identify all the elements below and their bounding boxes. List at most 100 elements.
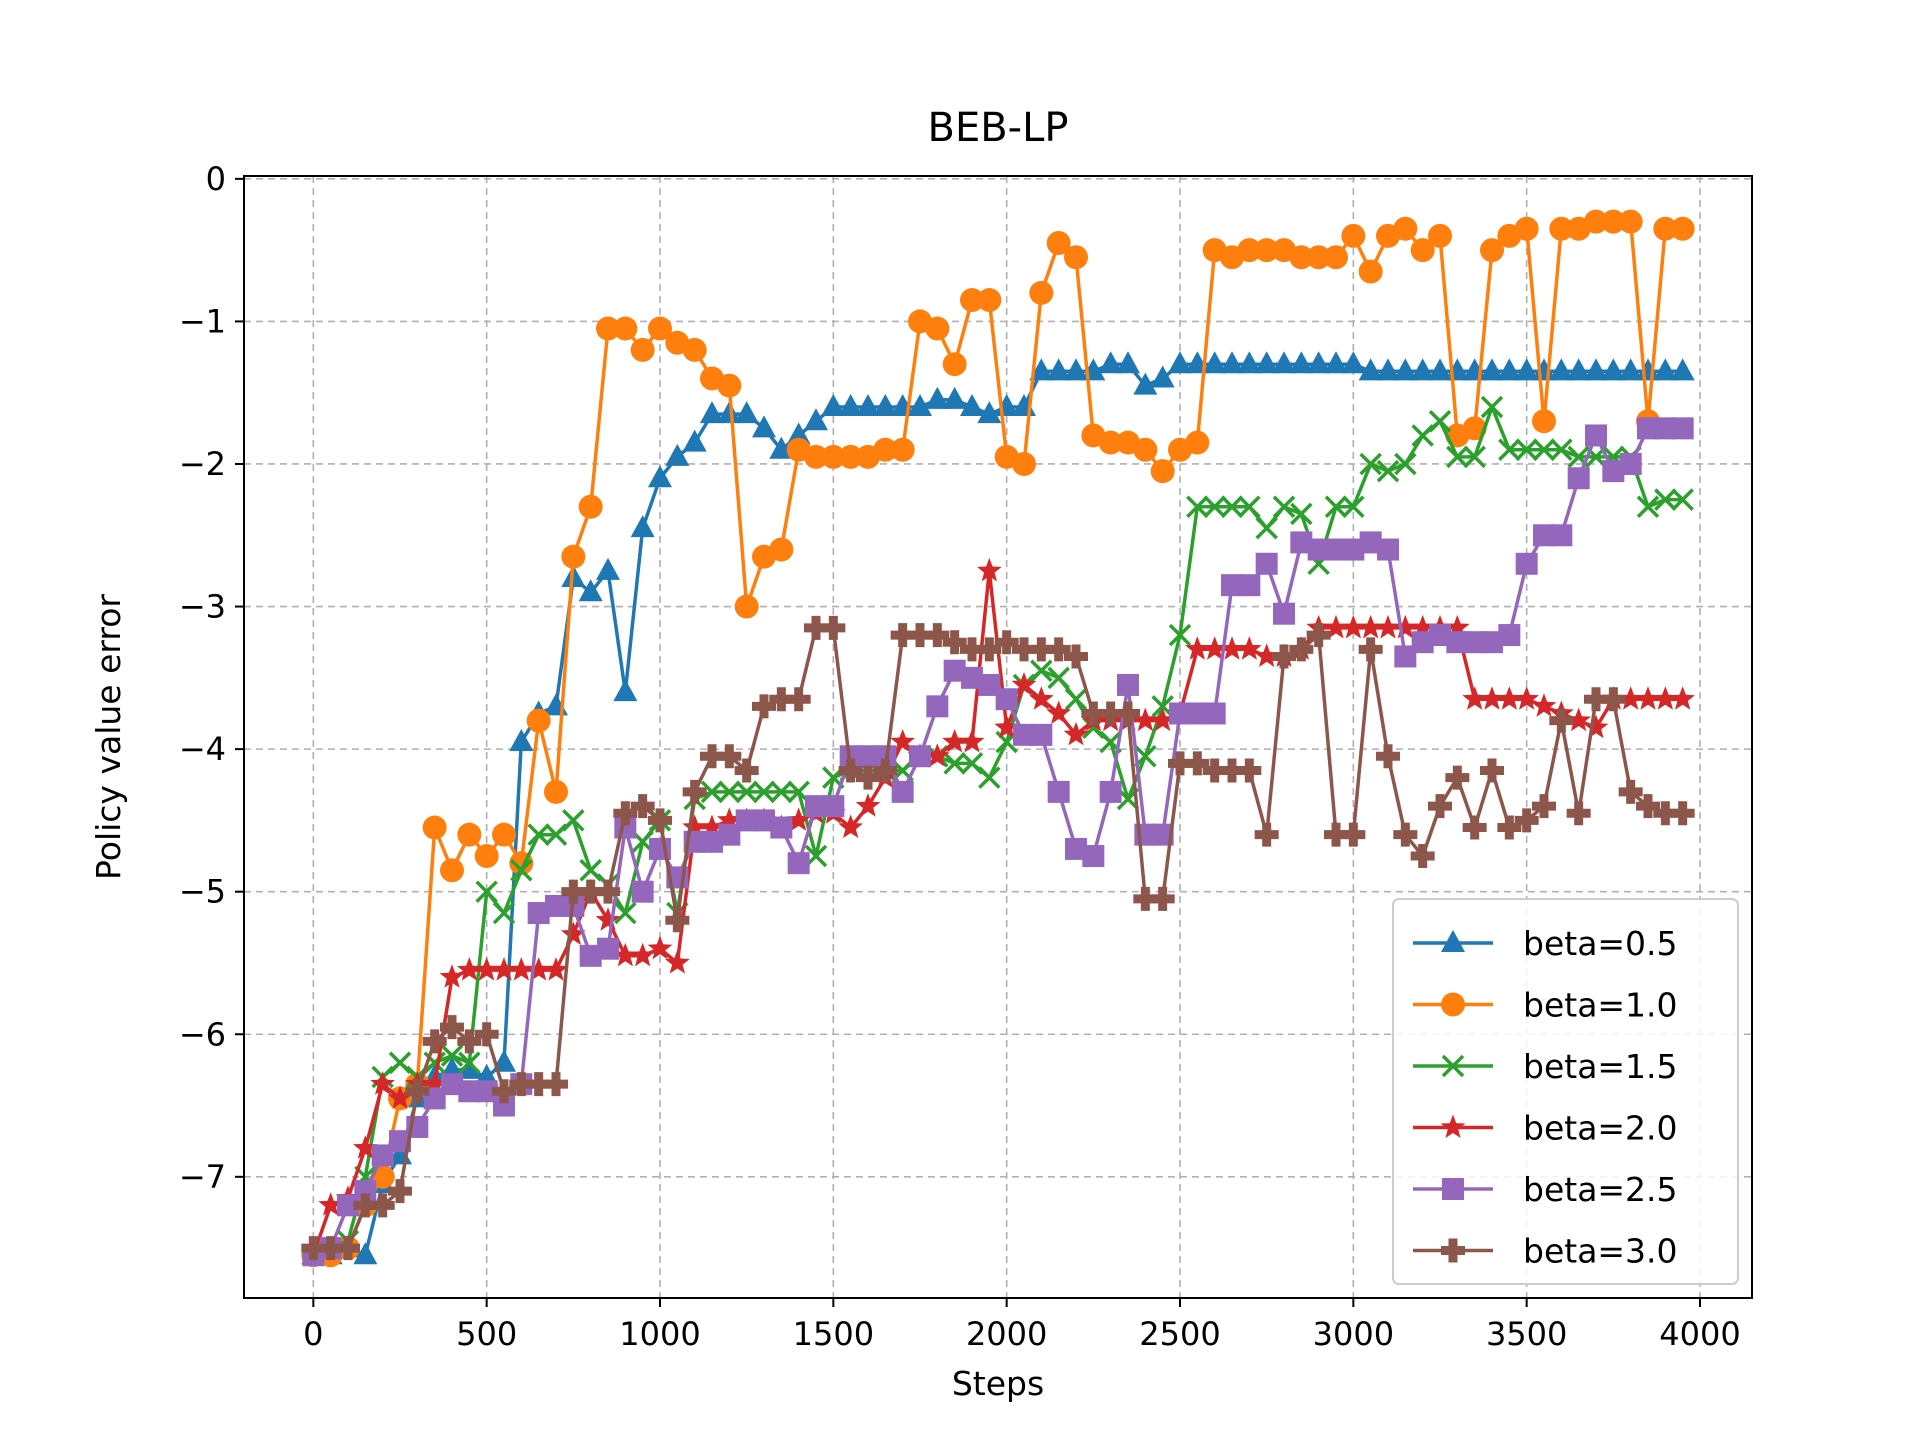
- data-point: [1185, 636, 1210, 660]
- data-point: [1186, 702, 1209, 725]
- data-point: [925, 316, 950, 341]
- data-point: [337, 1194, 359, 1217]
- data-point: [1029, 686, 1054, 710]
- data-point: [1377, 538, 1399, 561]
- data-point: [1150, 459, 1175, 484]
- data-point: [1185, 430, 1210, 455]
- data-point: [1549, 708, 1574, 733]
- data-point: [1255, 516, 1278, 540]
- data-point: [1324, 245, 1348, 270]
- data-point: [1567, 467, 1590, 490]
- data-point: [1670, 216, 1695, 241]
- data-point: [595, 907, 621, 931]
- data-point: [960, 393, 984, 416]
- data-point: [1670, 358, 1695, 381]
- data-point: [1550, 438, 1573, 461]
- data-point: [734, 401, 759, 424]
- data-point: [387, 1085, 413, 1109]
- data-point: [1098, 701, 1123, 726]
- data-point: [1515, 552, 1538, 575]
- data-point: [890, 437, 915, 462]
- data-point: [544, 1072, 568, 1097]
- data-point: [1116, 351, 1140, 374]
- data-point: [908, 623, 932, 648]
- data-point: [961, 666, 983, 689]
- data-point: [1029, 637, 1054, 662]
- ticks: 0 500 1000 1500 2000 2500 3000 3500 4000 0 −1 −2 −3 −…: [179, 160, 1741, 1353]
- data-point: [1150, 886, 1175, 911]
- data-point: [1185, 751, 1210, 776]
- data-point: [665, 908, 690, 933]
- data-point: [1359, 452, 1382, 476]
- data-point: [804, 444, 828, 469]
- data-point: [873, 437, 898, 462]
- data-point: [1514, 358, 1539, 381]
- data-point: [718, 823, 741, 846]
- data-point: [943, 659, 966, 682]
- data-point: [1550, 524, 1573, 547]
- data-point: [1497, 358, 1522, 381]
- data-point: [1359, 531, 1382, 554]
- data-point: [1203, 702, 1226, 725]
- data-point: [1584, 209, 1608, 234]
- data-point: [977, 637, 1002, 662]
- data-point: [353, 1242, 378, 1265]
- data-point: [1394, 645, 1417, 668]
- data-point: [1221, 574, 1243, 597]
- data-point: [561, 544, 586, 569]
- data-point: [597, 937, 619, 960]
- data-point: [1446, 445, 1469, 469]
- data-point: [1393, 358, 1418, 381]
- data-point: [1358, 637, 1383, 662]
- data-point: [1618, 358, 1643, 381]
- data-point: [682, 429, 707, 452]
- data-point: [700, 401, 724, 424]
- data-point: [1532, 438, 1556, 461]
- data-point: [665, 950, 690, 974]
- data-point: [942, 630, 967, 655]
- legend-marker: [1441, 1238, 1465, 1263]
- data-point: [1462, 815, 1487, 840]
- legend-label: beta=2.0: [1523, 1109, 1678, 1148]
- data-point: [475, 1080, 498, 1103]
- data-point: [1566, 707, 1591, 732]
- data-point: [1306, 245, 1331, 270]
- data-point: [1272, 495, 1296, 518]
- data-point: [1254, 822, 1279, 847]
- data-point: [1566, 358, 1591, 381]
- data-point: [1133, 707, 1158, 732]
- data-point: [1601, 209, 1626, 234]
- data-point: [1289, 245, 1314, 270]
- legend-entry: beta=1.0: [1413, 986, 1678, 1025]
- data-point: [353, 1135, 378, 1159]
- data-point: [700, 780, 724, 804]
- data-point: [942, 386, 967, 409]
- data-point: [630, 794, 655, 819]
- data-point: [753, 809, 775, 832]
- data-point: [596, 557, 620, 580]
- data-point: [1341, 351, 1366, 374]
- data-point: [1376, 459, 1400, 483]
- data-point: [1238, 574, 1261, 597]
- chart-title: BEB-LP: [928, 105, 1069, 151]
- data-point: [821, 444, 846, 469]
- data-point: [1254, 238, 1279, 263]
- data-point: [1514, 808, 1539, 833]
- data-point: [1462, 416, 1487, 441]
- data-point: [526, 957, 551, 981]
- data-point: [1324, 351, 1348, 374]
- data-point: [959, 729, 985, 753]
- data-point: [1064, 644, 1088, 669]
- data-point: [1047, 666, 1070, 690]
- legend-label: beta=1.5: [1523, 1047, 1678, 1086]
- data-point: [1446, 631, 1469, 654]
- data-point: [648, 808, 672, 833]
- data-point: [1671, 488, 1694, 511]
- data-point: [1341, 614, 1366, 639]
- data-point: [1549, 216, 1574, 241]
- plot-frame: [243, 175, 1753, 1299]
- data-point: [1670, 801, 1695, 826]
- data-point: [1254, 643, 1279, 667]
- data-point: [1012, 451, 1036, 476]
- data-point: [1428, 358, 1452, 381]
